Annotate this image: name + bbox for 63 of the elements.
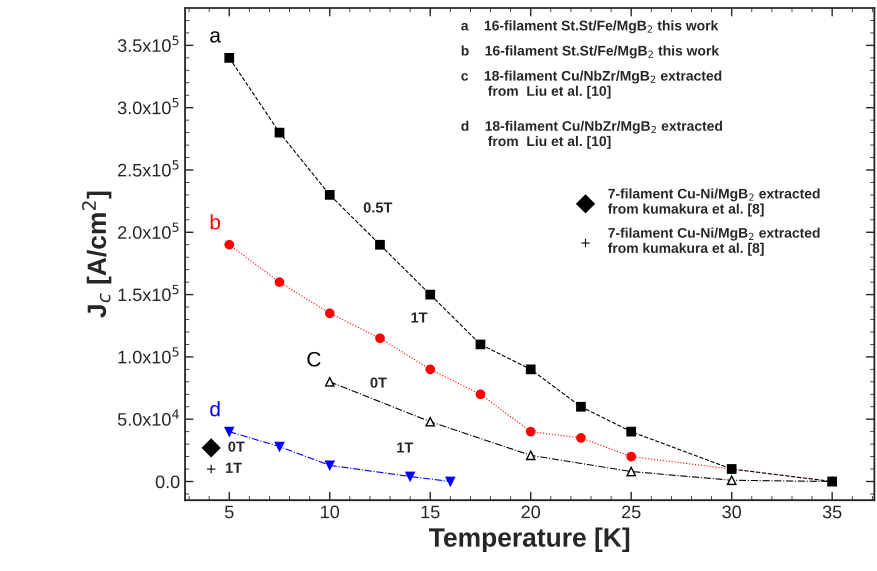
point	[526, 450, 536, 460]
series-label: C	[307, 352, 321, 367]
point	[224, 52, 234, 63]
point	[626, 452, 636, 462]
point	[224, 240, 234, 250]
point	[324, 376, 335, 387]
annotation: 1T	[226, 462, 242, 473]
x-tick-label: 20	[522, 506, 540, 518]
point	[626, 466, 636, 476]
point	[576, 402, 586, 412]
point	[425, 416, 436, 427]
point	[324, 308, 335, 318]
y-tick-label: 1.0x10$^{5}$	[118, 347, 178, 364]
y-axis-title: J$_{c}$ [A/cm$^{2}$]	[82, 192, 112, 318]
annotation: a 16-filament St.St/Fe/MgB$_{2}$ this work	[461, 20, 718, 34]
point	[274, 128, 284, 138]
point	[626, 426, 636, 437]
annotation: 0.5T	[364, 202, 392, 213]
point	[576, 433, 586, 443]
y-tick-label: 2.5x10$^{5}$	[118, 160, 178, 177]
point	[224, 426, 234, 437]
point	[324, 460, 335, 470]
x-axis-title: Temperature [K]	[429, 527, 630, 552]
series-label: a	[210, 31, 221, 43]
x-tick-label: 30	[722, 506, 742, 518]
y-tick-label: 1.5x10$^{5}$	[118, 284, 178, 302]
point	[202, 438, 221, 458]
text: d 18-filament Cu/NbZr/MgB$_{2}$ extracted from Liu et al. [10]	[461, 120, 722, 149]
point	[375, 240, 385, 250]
point	[274, 442, 284, 452]
annotation: 1T	[411, 312, 428, 323]
point	[274, 277, 284, 287]
point	[726, 475, 737, 486]
annotation: 0T	[370, 377, 387, 388]
annotation: 0T	[228, 441, 245, 452]
point	[476, 340, 486, 350]
legend-label: 7-filament Cu-Ni/MgB$_{2}$ extracted from kumakura et al. [8]	[608, 188, 820, 216]
y-tick-label: 3.0x10$^{5}$	[118, 98, 178, 114]
x-tick-label: 35	[822, 506, 842, 518]
annotation: 1T	[397, 442, 414, 453]
y-tick-label: 0.0	[156, 475, 180, 488]
point	[445, 476, 456, 486]
legend-label: 7-filament Cu-Ni/MgB$_{2}$ extracted from kumakura et al. [8]	[608, 228, 820, 256]
y-tick-label: 5.0x10$^{4}$	[118, 409, 179, 426]
point	[206, 464, 216, 474]
x-tick-label: 15	[422, 506, 440, 518]
x-tick-label: 25	[622, 506, 640, 518]
point	[425, 290, 436, 300]
point	[425, 364, 436, 374]
series-label: d	[210, 401, 220, 416]
x-tick-label: 5	[224, 506, 234, 518]
point	[526, 426, 536, 437]
annotation: b 16-filament St.St/Fe/MgB$_{2}$ this work	[462, 45, 720, 58]
point	[324, 190, 335, 200]
text: c 18-filament Cu/NbZr/MgB$_{2}$ extracted from Liu et al. [10]	[461, 70, 722, 99]
x-tick-label: 10	[321, 506, 340, 518]
y-tick-label: 3.5x10$^{5}$	[118, 36, 178, 52]
point	[375, 333, 385, 344]
point	[405, 472, 415, 482]
series-label: b	[210, 214, 220, 230]
y-tick-label: 2.0x10$^{5}$	[118, 222, 178, 239]
point	[476, 389, 486, 400]
point	[526, 364, 536, 374]
